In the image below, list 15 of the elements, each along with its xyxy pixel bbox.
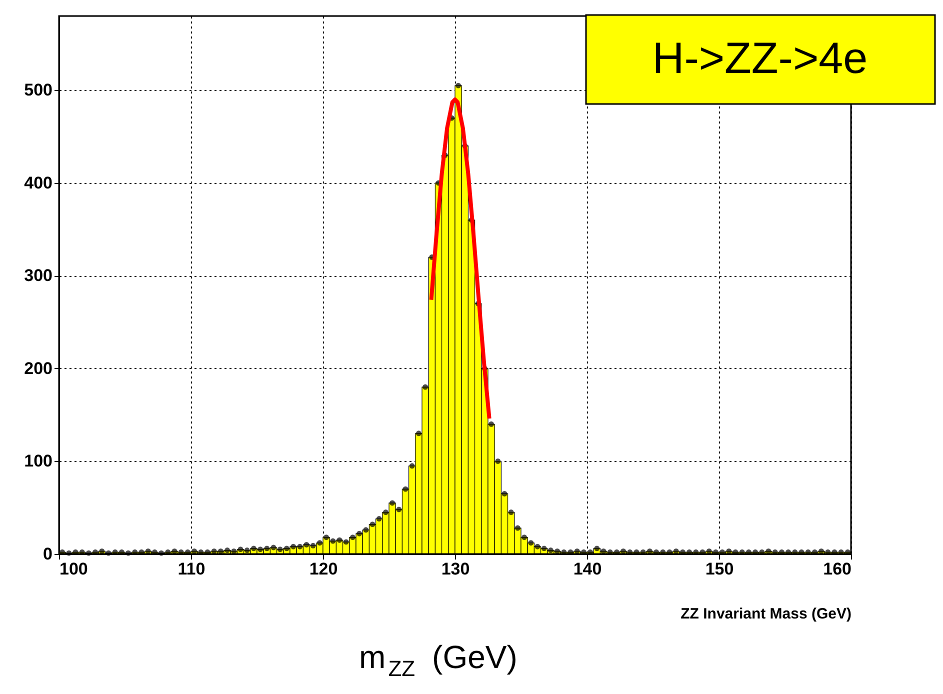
x-tick-label: 120: [309, 560, 338, 578]
x-tick-label: 150: [705, 560, 734, 578]
x-tick-label: 100: [60, 560, 88, 578]
x-tick-label: 110: [178, 560, 206, 578]
y-tick-label: 500: [24, 80, 52, 100]
y-tick-label: 0: [43, 544, 52, 564]
y-tick-label: 300: [24, 266, 52, 286]
y-tick-label: 100: [24, 452, 52, 471]
x-tick-label: 160: [823, 560, 852, 578]
annotation: H->ZZ->4e: [652, 34, 868, 83]
y-tick-label: 400: [24, 173, 52, 192]
x-tick-label: 130: [441, 560, 470, 578]
x-axis-title: ZZ Invariant Mass (GeV): [680, 606, 852, 622]
x-tick-label: 140: [573, 560, 602, 578]
y-tick-label: 200: [24, 358, 52, 378]
